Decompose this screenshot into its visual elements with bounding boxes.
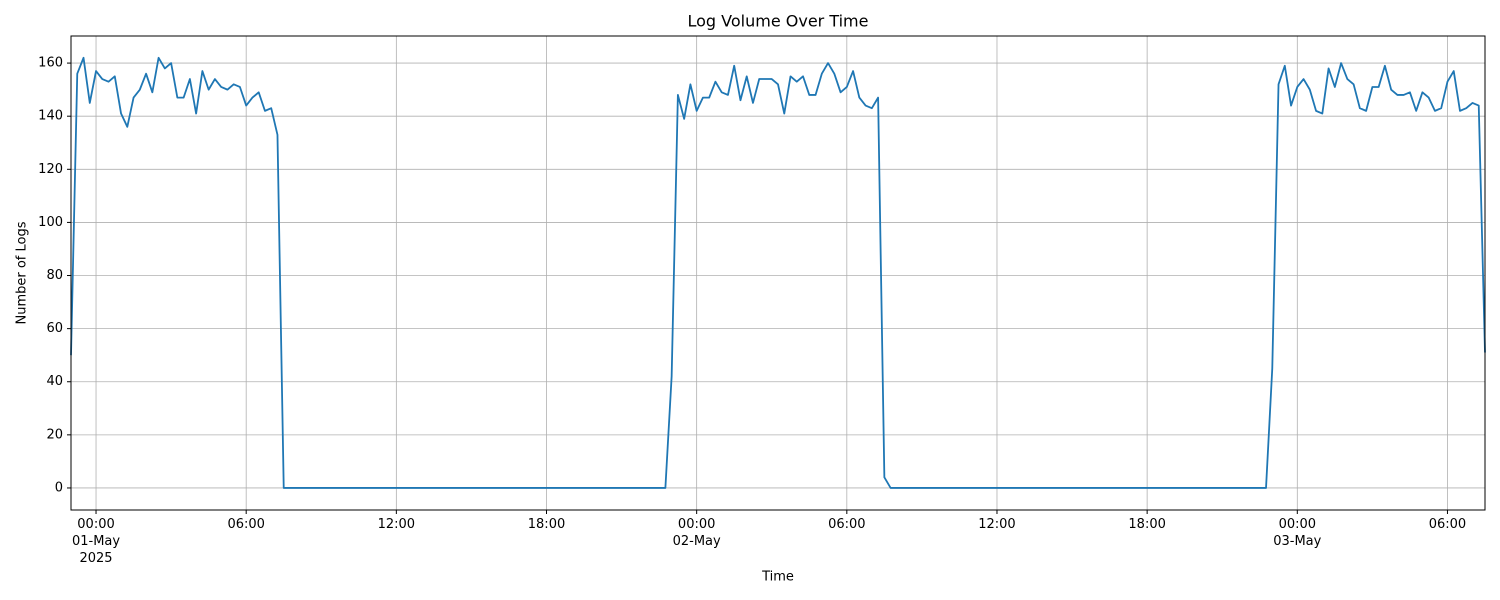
y-tick-label: 60 (46, 321, 63, 336)
y-tick-label: 100 (38, 215, 63, 230)
x-tick-label: 06:00 (828, 517, 865, 532)
x-tick-label: 00:00 02-May (673, 517, 721, 549)
y-tick-label: 120 (38, 162, 63, 177)
plot-frame (70, 35, 1486, 511)
x-tick-label: 06:00 (1429, 517, 1466, 532)
y-tick-label: 140 (38, 109, 63, 124)
y-tick-label: 20 (46, 427, 63, 442)
chart-title: Log Volume Over Time (688, 12, 869, 31)
x-tick-label: 06:00 (227, 517, 264, 532)
x-tick-label: 00:00 03-May (1273, 517, 1321, 549)
y-tick-label: 80 (46, 268, 63, 283)
data-line (70, 56, 1486, 489)
y-axis-label: Number of Logs (15, 221, 30, 324)
x-axis-label: Time (761, 570, 794, 585)
y-tick-label: 160 (38, 56, 63, 71)
x-tick-label: 18:00 (1128, 517, 1165, 532)
x-tick-label: 18:00 (528, 517, 565, 532)
x-tick-label: 12:00 (978, 517, 1015, 532)
x-tick-label: 12:00 (378, 517, 415, 532)
y-tick-label: 40 (46, 374, 63, 389)
x-tick-label: 00:00 01-May 2025 (72, 517, 120, 566)
y-tick-label: 0 (55, 480, 63, 495)
